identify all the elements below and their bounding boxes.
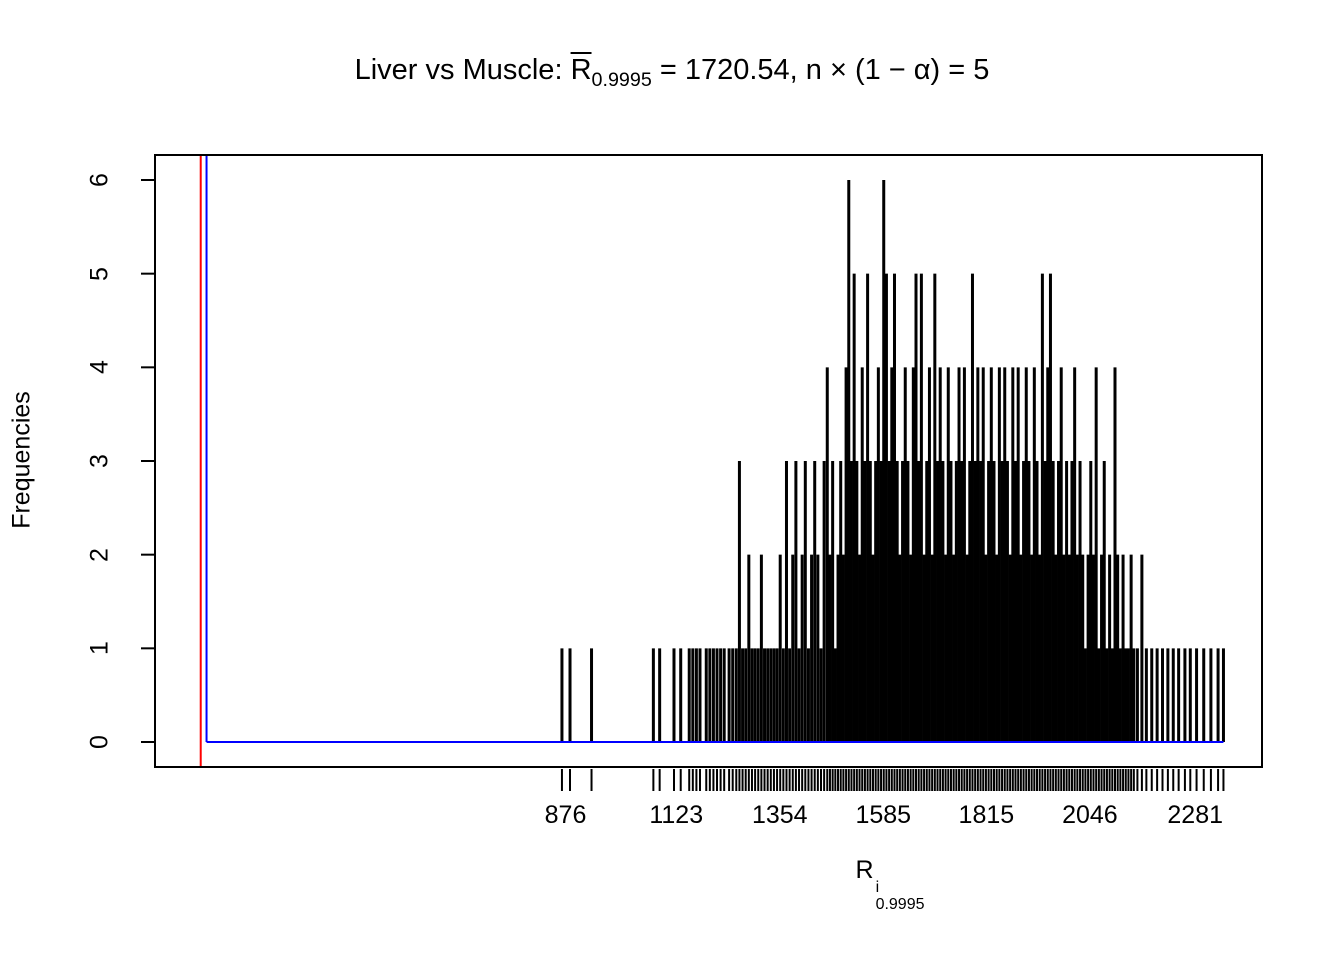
x-tick-label: 876: [544, 801, 587, 829]
plot-box: [154, 154, 1263, 768]
x-tick-label: 2046: [1062, 801, 1118, 829]
x-axis-label-subscript: 0.9995: [875, 895, 925, 913]
x-tick-label: 1585: [855, 801, 912, 829]
x-tick-label: 2281: [1167, 801, 1224, 829]
title-rbar-symbol: R: [570, 54, 592, 86]
x-axis-label-superscript: i: [875, 879, 880, 896]
y-tick-label: 3: [85, 454, 114, 468]
x-tick-label: 1354: [751, 801, 808, 829]
y-tick-label: 2: [85, 547, 114, 562]
y-tick-label: 4: [85, 360, 114, 375]
title-prefix: Liver vs Muscle:: [354, 54, 571, 86]
title-r-subscript: 0.9995: [591, 68, 652, 91]
chart-title: Liver vs Muscle: R0.9995 = 1720.54, n × …: [0, 54, 1344, 92]
y-tick-label: 6: [85, 173, 114, 187]
x-axis-label-base: R: [855, 856, 874, 884]
y-tick-label: 0: [85, 735, 114, 749]
x-axis-label-scripts: i 0.9995: [875, 879, 925, 914]
title-rest: = 1720.54, n × (1 − α) = 5: [651, 54, 990, 86]
y-tick-label: 1: [85, 641, 114, 656]
x-tick-label: 1815: [958, 801, 1015, 829]
y-tick-label: 5: [85, 266, 114, 281]
x-tick-label: 1123: [649, 801, 704, 829]
